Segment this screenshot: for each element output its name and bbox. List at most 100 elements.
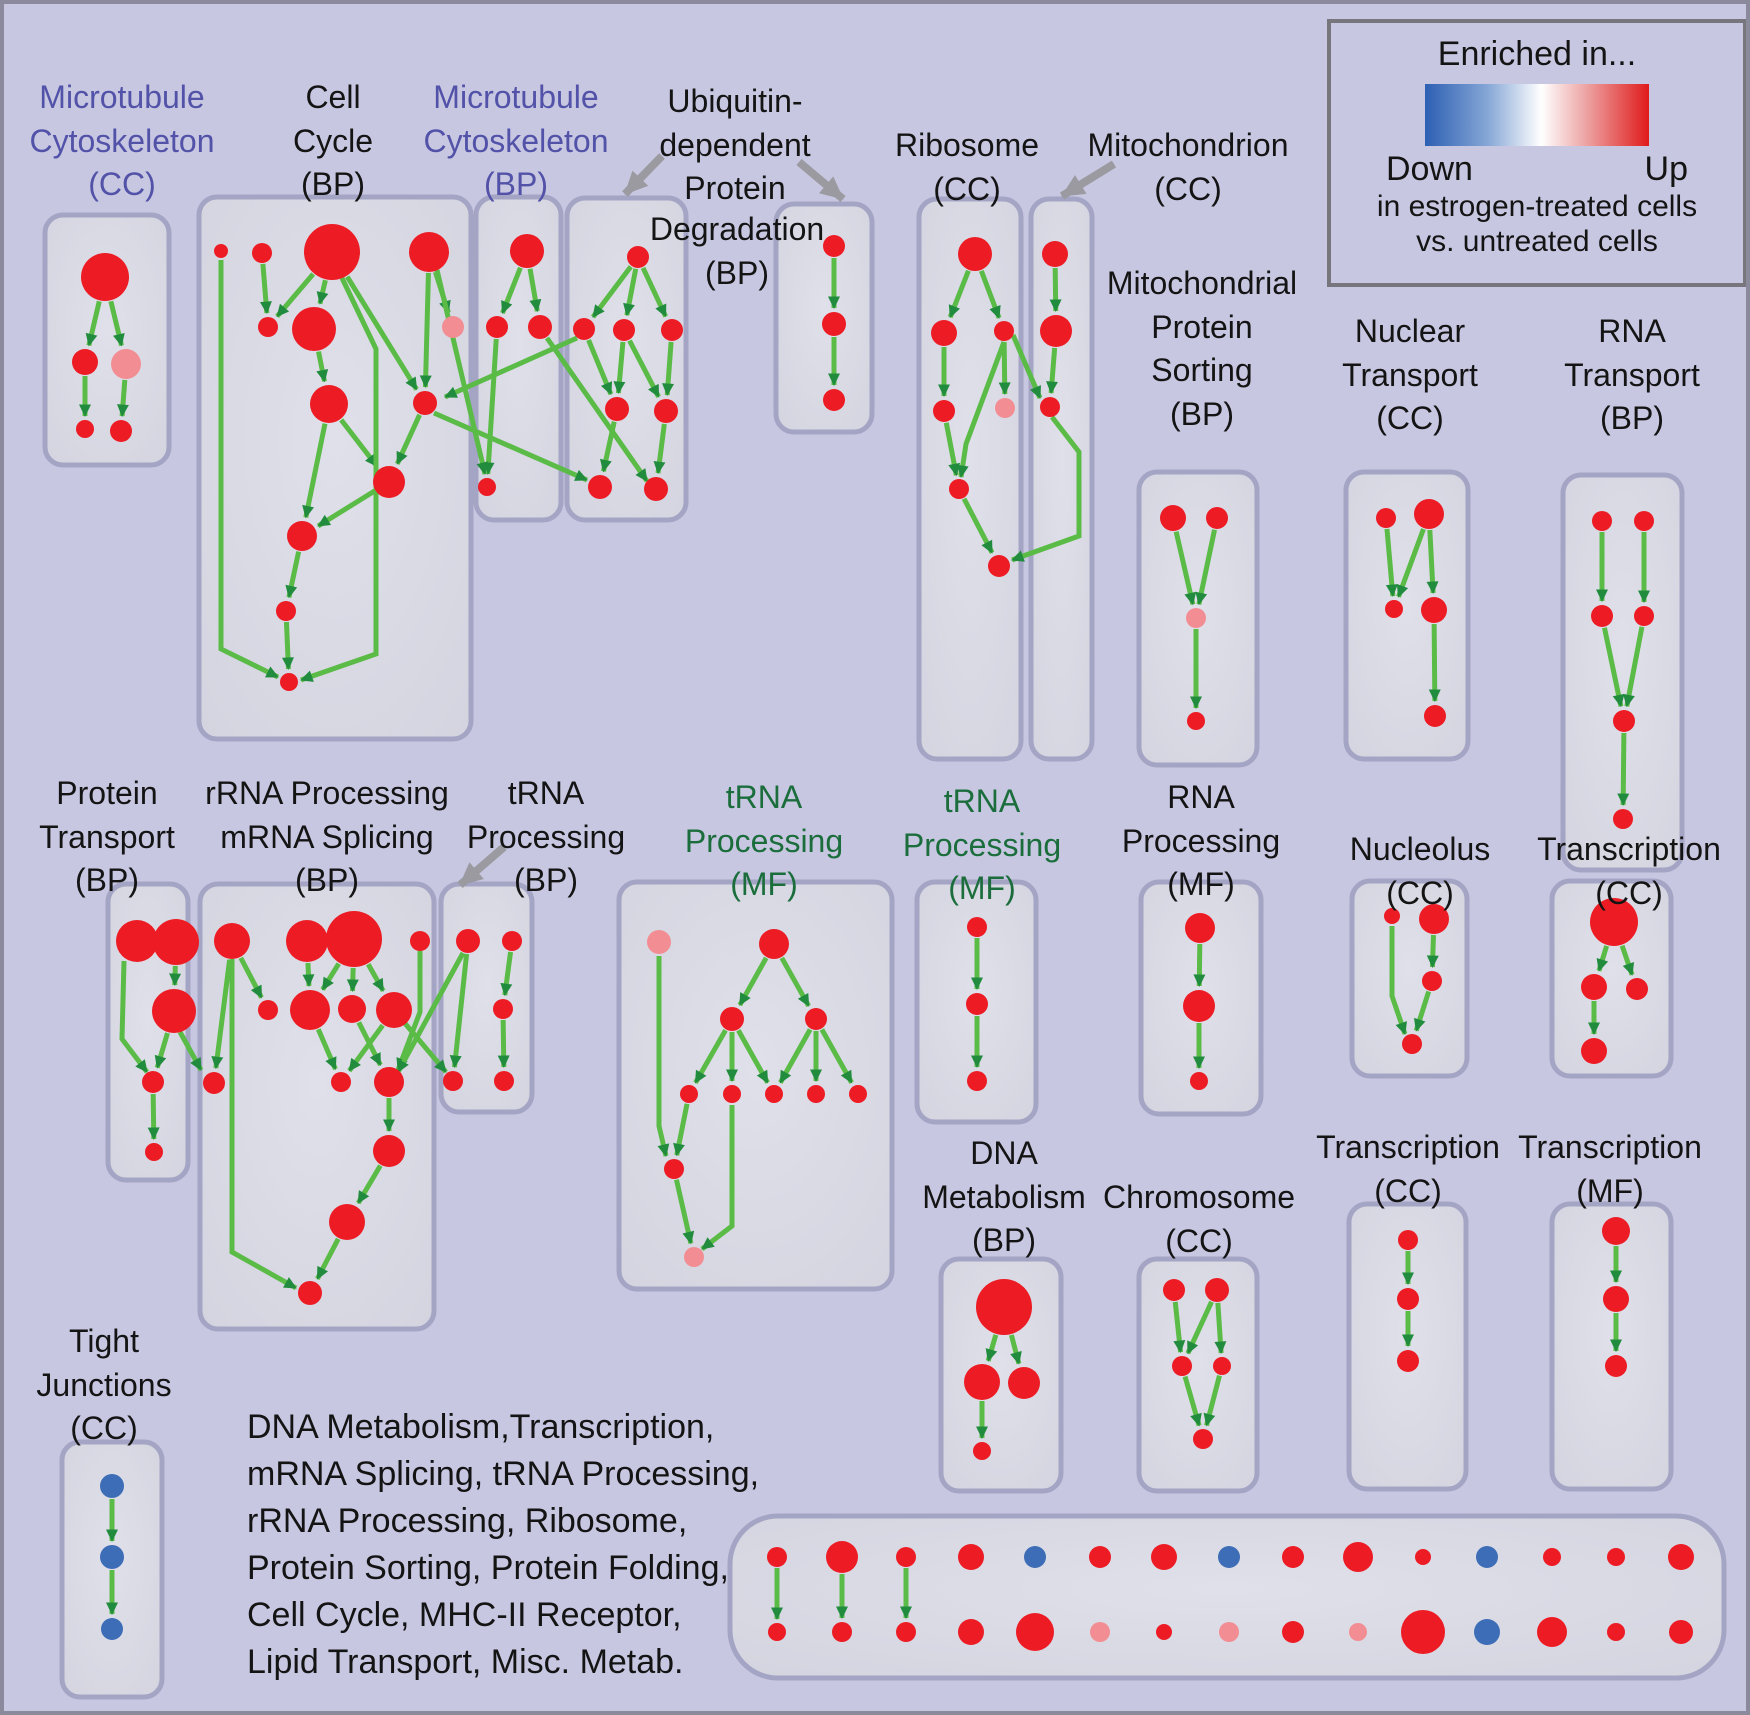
go-term-node — [588, 475, 612, 499]
go-term-node — [1385, 600, 1403, 618]
go-term-node — [304, 224, 360, 280]
go-term-node — [1581, 974, 1607, 1000]
uncategorized-terms-text: DNA Metabolism,Transcription, mRNA Splic… — [247, 1408, 760, 1681]
go-term-node — [680, 1085, 698, 1103]
go-term-node — [1607, 1623, 1625, 1641]
go-edge — [778, 1028, 813, 1084]
go-term-node — [329, 1204, 365, 1240]
go-edge — [737, 956, 769, 1007]
go-term-node — [720, 1007, 744, 1031]
go-term-node — [1401, 1610, 1445, 1654]
go-term-node — [654, 399, 678, 423]
go-term-node — [1156, 1624, 1172, 1640]
go-term-node — [1186, 608, 1206, 628]
go-edge — [1195, 529, 1217, 606]
go-edge — [998, 341, 1011, 396]
go-term-node — [81, 253, 129, 301]
go-term-node — [973, 1442, 991, 1460]
go-edge — [356, 1164, 383, 1205]
go-term-node — [1384, 908, 1400, 924]
go-term-node — [1397, 1350, 1419, 1372]
go-edge — [662, 341, 675, 397]
go-term-node — [573, 318, 595, 340]
go-term-node — [1613, 710, 1635, 732]
go-term-node — [258, 317, 278, 337]
go-term-node — [443, 1071, 463, 1091]
go-edge — [275, 272, 316, 318]
go-term-node — [1476, 1546, 1498, 1568]
go-cross-edge — [432, 410, 589, 483]
go-term-node — [994, 321, 1014, 341]
cluster-box-dna-metabolism — [938, 1256, 1064, 1494]
go-term-node — [931, 320, 957, 346]
go-term-node — [1669, 1620, 1693, 1644]
go-term-node — [528, 315, 552, 339]
go-term-node — [988, 555, 1010, 577]
go-term-node — [326, 911, 382, 967]
go-edge — [300, 276, 379, 683]
go-term-node — [1172, 1356, 1192, 1376]
go-term-node — [958, 1619, 984, 1645]
go-edge — [316, 488, 376, 529]
legend-up-label: Up — [1644, 150, 1688, 188]
go-edge — [482, 338, 499, 476]
go-edge — [779, 956, 811, 1008]
go-term-node — [1634, 606, 1654, 626]
go-term-node — [290, 990, 330, 1030]
cluster-box-rna-transport — [1560, 472, 1685, 873]
go-term-node — [976, 1279, 1032, 1335]
go-term-node — [258, 1000, 278, 1020]
go-edge — [961, 497, 995, 554]
go-edge — [316, 1028, 338, 1071]
go-edge — [345, 275, 419, 391]
legend-title: Enriched in... — [1437, 35, 1637, 73]
go-term-node — [1634, 511, 1654, 531]
go-term-node — [1349, 1623, 1367, 1641]
go-term-node — [759, 929, 789, 959]
legend-subtitle-2: vs. untreated cells — [1416, 225, 1658, 259]
go-term-node — [1543, 1548, 1561, 1566]
go-term-node — [153, 919, 199, 965]
go-term-node — [1213, 1357, 1231, 1375]
go-term-node — [292, 307, 336, 351]
go-edge — [700, 1105, 735, 1251]
go-term-node — [1219, 1622, 1239, 1642]
cluster-box-ubiquitin-degradation-1 — [564, 195, 689, 523]
legend-down-label: Down — [1386, 150, 1473, 188]
legend-subtitle-1: in estrogen-treated cells — [1376, 190, 1698, 223]
go-term-node — [1040, 397, 1060, 417]
go-term-node — [1602, 1217, 1630, 1245]
go-cross-edge — [395, 951, 466, 1074]
go-term-node — [1343, 1542, 1373, 1572]
label-pointer-arrow — [1059, 160, 1117, 200]
go-term-node — [1421, 597, 1447, 623]
go-edge — [1185, 1300, 1214, 1355]
legend: Enriched in... Down Up in estrogen-treat… — [1327, 19, 1746, 287]
go-edge — [395, 951, 423, 1071]
go-term-node — [486, 316, 508, 338]
go-edge — [656, 956, 670, 1157]
go-term-node — [823, 235, 845, 257]
go-term-node — [613, 319, 635, 341]
go-term-node — [287, 521, 317, 551]
go-term-node — [1537, 1617, 1567, 1647]
go-term-node — [1415, 1549, 1431, 1565]
go-edge — [1182, 1375, 1202, 1427]
go-term-node — [1040, 315, 1072, 347]
go-term-node — [896, 1622, 916, 1642]
go-edge — [356, 1021, 383, 1067]
go-edge — [1389, 926, 1408, 1035]
cluster-box-shared-terms — [727, 1513, 1727, 1681]
go-term-node — [1398, 1230, 1418, 1250]
go-term-node — [1402, 1034, 1422, 1054]
go-edge — [1617, 732, 1630, 807]
go-edge — [1203, 1375, 1222, 1427]
go-term-node — [338, 995, 366, 1023]
go-edge — [1173, 531, 1197, 606]
go-term-node — [805, 1008, 827, 1030]
cluster-box-microtubule-cc — [42, 212, 172, 468]
cluster-box-mitochondrion — [1028, 196, 1095, 762]
go-term-node — [684, 1247, 704, 1267]
go-term-node — [1151, 1544, 1177, 1570]
go-edge — [316, 351, 329, 383]
